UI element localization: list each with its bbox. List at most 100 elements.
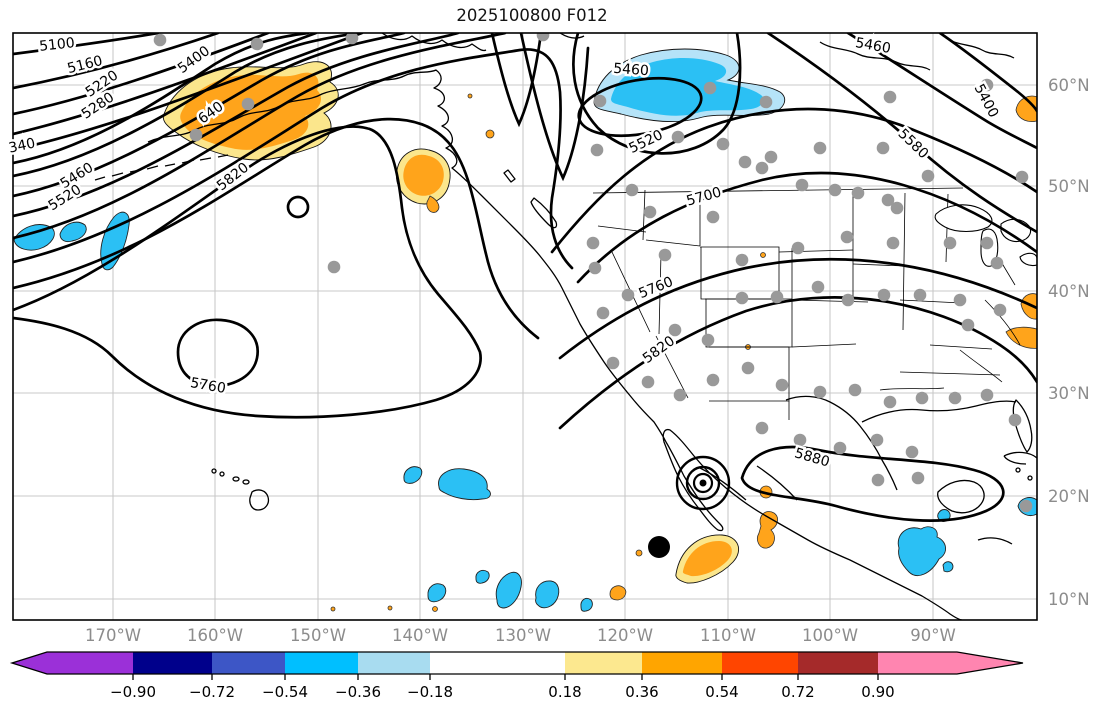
negative-anomaly-patch xyxy=(942,561,954,573)
station-dot xyxy=(841,293,855,307)
station-dot xyxy=(877,288,891,302)
station-dot xyxy=(658,248,672,262)
station-dot xyxy=(870,433,884,447)
station-dot xyxy=(735,291,749,305)
station-dot xyxy=(948,391,962,405)
lon-tick-label: 140°W xyxy=(392,626,448,645)
contour-label: 340 xyxy=(7,135,36,156)
station-dot xyxy=(641,375,655,389)
station-dot xyxy=(886,236,900,250)
colorbar-tick-label: −0.72 xyxy=(189,683,235,701)
colorbar-over-arrow xyxy=(957,652,1023,674)
colorbar-tick-label: 0.18 xyxy=(548,683,581,701)
station-dot xyxy=(980,236,994,250)
station-dot xyxy=(851,186,865,200)
positive-anomaly-patch xyxy=(1020,293,1037,320)
lat-tick-label: 10°N xyxy=(1048,590,1090,609)
station-dot xyxy=(913,288,927,302)
positive-anomaly-patch xyxy=(426,195,440,213)
colorbar-segment xyxy=(642,652,722,674)
latlon-grid xyxy=(13,33,1037,620)
negative-anomaly-patch xyxy=(100,211,130,271)
station-dot xyxy=(764,150,778,164)
station-dot xyxy=(915,391,929,405)
station-dot xyxy=(848,383,862,397)
positive-anomaly-patch xyxy=(485,129,495,139)
station-dot xyxy=(593,94,607,108)
station-dot xyxy=(596,306,610,320)
colorbar: −0.90 −0.72 −0.54 −0.36 −0.18 0.18 0.36 0.54 0.7… xyxy=(9,651,1024,701)
station-dot xyxy=(327,260,341,274)
contour-label: 5460 xyxy=(854,35,892,57)
station-dot xyxy=(536,33,550,42)
map-symbols xyxy=(648,455,731,558)
colorbar-tick-label: −0.18 xyxy=(407,683,453,701)
negative-anomaly-patch xyxy=(13,224,55,251)
plot-title: 2025100800 F012 xyxy=(456,6,607,25)
lon-tick-label: 170°W xyxy=(85,626,141,645)
station-dot xyxy=(586,236,600,250)
lon-tick-label: 100°W xyxy=(802,626,858,645)
station-dot xyxy=(795,178,809,192)
negative-anomaly-patch xyxy=(475,569,490,584)
station-dot xyxy=(876,141,890,155)
contour-label: 5460 xyxy=(613,61,650,79)
colorbar-tick-label: −0.54 xyxy=(262,683,308,701)
station-dot xyxy=(828,183,842,197)
filled-marker-dot xyxy=(648,536,670,558)
negative-anomaly-patch xyxy=(897,526,946,576)
colorbar-segment xyxy=(133,652,212,674)
positive-anomaly-patch xyxy=(1015,95,1037,122)
station-dot xyxy=(345,33,359,45)
colorbar-segment xyxy=(798,652,878,674)
colorbar-tick-label: −0.36 xyxy=(335,683,381,701)
station-dot xyxy=(703,81,717,95)
lon-tick-label: 130°W xyxy=(495,626,551,645)
lon-tick-label: 90°W xyxy=(910,626,956,645)
station-dot xyxy=(668,323,682,337)
station-dot xyxy=(980,388,994,402)
contour-label: 5760 xyxy=(189,375,227,397)
station-dot xyxy=(811,280,825,294)
colorbar-segment xyxy=(565,652,642,674)
lat-tick-label: 40°N xyxy=(1048,282,1090,301)
station-dot xyxy=(793,433,807,447)
station-dot xyxy=(813,141,827,155)
cyclone-symbol xyxy=(675,455,731,511)
station-dot xyxy=(953,293,967,307)
station-dot xyxy=(990,256,1004,270)
positive-anomaly-patch xyxy=(467,93,473,99)
station-dot xyxy=(881,193,895,207)
contour-label: 5580 xyxy=(895,126,932,162)
negative-anomaly-patch xyxy=(495,571,522,609)
station-dot xyxy=(671,130,685,144)
lat-tick-label: 60°N xyxy=(1048,76,1090,95)
station-dot xyxy=(883,395,897,409)
lat-tick-label: 50°N xyxy=(1048,177,1090,196)
station-dot xyxy=(1015,170,1029,184)
station-dot xyxy=(606,356,620,370)
great-lakes xyxy=(934,204,1037,267)
lon-tick-label: 120°W xyxy=(597,626,653,645)
station-dot xyxy=(883,90,897,104)
station-dot xyxy=(588,261,602,275)
colorbar-segment xyxy=(878,652,957,674)
station-dot xyxy=(625,183,639,197)
colorbar-outline xyxy=(9,651,1024,675)
station-dot xyxy=(993,303,1007,317)
station-dot xyxy=(701,333,715,347)
station-dot xyxy=(1019,499,1033,513)
station-dot xyxy=(621,288,635,302)
contour-label: 5100 xyxy=(38,35,75,55)
station-dot xyxy=(871,473,885,487)
station-dot xyxy=(980,78,994,92)
lat-tick-label: 20°N xyxy=(1048,487,1090,506)
lon-tick-label: 160°W xyxy=(187,626,243,645)
colorbar-tick-label: 0.54 xyxy=(705,683,738,701)
positive-anomaly-patch xyxy=(387,605,393,611)
contour-label: 5700 xyxy=(685,184,724,209)
latitude-tick-labels: 60°N 50°N 40°N 30°N 20°N 10°N xyxy=(1048,76,1090,609)
station-dot xyxy=(755,161,769,175)
anomaly-shading xyxy=(13,48,1037,612)
station-dot xyxy=(735,253,749,267)
